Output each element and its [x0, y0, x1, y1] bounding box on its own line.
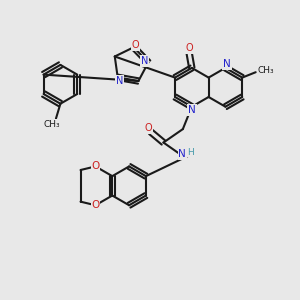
Text: N: N [116, 76, 123, 86]
Text: O: O [92, 200, 100, 210]
Text: N: N [141, 56, 148, 66]
Text: O: O [92, 161, 100, 171]
Text: O: O [145, 123, 152, 134]
Text: N: N [188, 105, 196, 115]
Text: N: N [223, 59, 231, 69]
Text: O: O [185, 43, 193, 53]
Text: N: N [178, 149, 186, 159]
Text: CH₃: CH₃ [258, 66, 274, 75]
Text: CH₃: CH₃ [44, 120, 60, 129]
Text: H: H [187, 148, 194, 157]
Text: O: O [131, 40, 139, 50]
